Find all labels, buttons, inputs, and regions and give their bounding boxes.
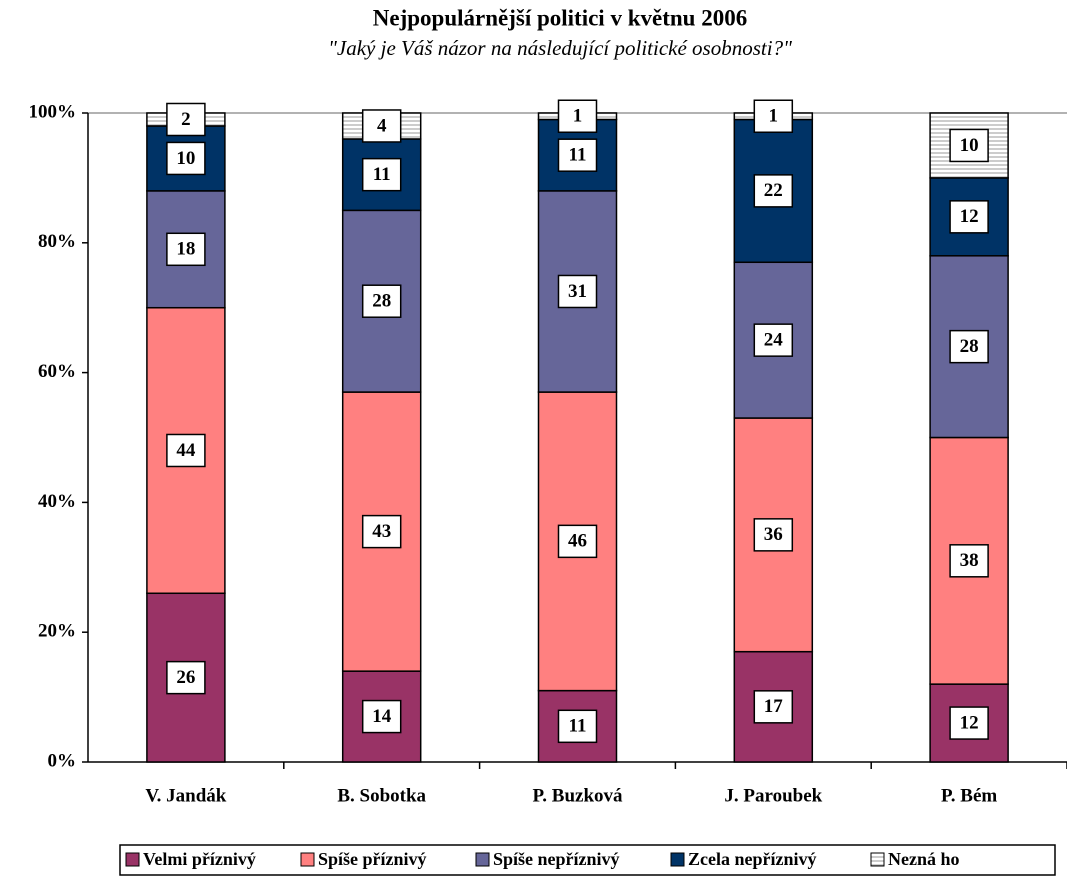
data-label-box <box>557 709 598 744</box>
data-label-box <box>949 329 989 364</box>
data-label: 24 <box>764 330 784 351</box>
data-label: 11 <box>569 145 587 166</box>
legend-swatch <box>125 852 140 867</box>
data-label: 36 <box>764 524 783 545</box>
bar-segment <box>929 112 1009 179</box>
data-label: 31 <box>568 281 587 302</box>
data-label-box <box>557 274 598 309</box>
x-tick-label: P. Bém <box>941 785 997 806</box>
data-label-box <box>949 544 989 578</box>
data-label: 44 <box>176 440 196 461</box>
legend-label: Spíše nepříznivý <box>493 849 620 869</box>
data-label: 28 <box>372 291 391 312</box>
data-label-box <box>949 706 989 740</box>
data-label: 1 <box>769 106 779 127</box>
legend-swatch <box>670 852 685 867</box>
data-label: 38 <box>960 550 979 571</box>
x-tick-label: J. Paroubek <box>724 785 822 806</box>
data-label-box <box>361 699 402 734</box>
legend-box <box>119 844 1056 876</box>
data-label: 26 <box>176 667 195 688</box>
data-label-box <box>166 660 206 695</box>
data-label-box <box>753 518 794 552</box>
data-label-box <box>949 200 989 234</box>
data-label-box <box>166 232 206 267</box>
legend-label: Zcela nepříznivý <box>688 849 817 869</box>
data-label: 11 <box>569 716 587 737</box>
legend-swatch <box>475 852 490 867</box>
y-tick-label: 20% <box>38 621 76 642</box>
data-label: 28 <box>960 336 979 357</box>
data-label-box <box>557 99 598 133</box>
legend-swatch <box>870 852 885 867</box>
bar-segment <box>341 209 422 393</box>
x-tick-label: P. Buzková <box>532 785 623 806</box>
y-tick-label: 0% <box>48 750 77 771</box>
data-label: 12 <box>960 712 979 733</box>
data-label: 46 <box>568 531 587 552</box>
data-label-box <box>753 174 794 208</box>
x-tick-label: V. Jandák <box>145 785 226 806</box>
y-tick-label: 80% <box>38 231 76 252</box>
data-label-box <box>166 433 206 468</box>
y-tick-label: 60% <box>38 361 76 382</box>
data-label-box <box>166 141 206 176</box>
data-label: 12 <box>960 206 979 227</box>
legend-label: Velmi příznivý <box>143 849 256 869</box>
chart-subtitle: "Jaký je Váš názor na následující politi… <box>328 36 792 60</box>
data-label: 1 <box>573 106 583 127</box>
legend-label: Nezná ho <box>888 849 960 869</box>
data-label: 22 <box>764 180 783 201</box>
data-label: 10 <box>960 135 979 156</box>
data-label: 2 <box>181 109 191 130</box>
data-label: 14 <box>372 706 392 727</box>
data-label-box <box>361 109 402 143</box>
legend-label: Spíše příznivý <box>318 849 427 869</box>
data-label-box <box>753 99 794 133</box>
data-label-box <box>753 323 794 357</box>
data-label-box <box>557 524 598 559</box>
data-label: 11 <box>373 164 391 185</box>
data-label: 10 <box>176 148 195 169</box>
data-label-box <box>949 128 989 163</box>
legend-swatch <box>300 852 315 867</box>
data-label: 18 <box>176 239 195 260</box>
chart-title: Nejpopulárnější politici v květnu 2006 <box>373 5 747 30</box>
data-label-box <box>557 138 598 172</box>
data-label: 43 <box>372 521 391 542</box>
y-tick-label: 100% <box>29 101 77 122</box>
data-label-box <box>361 157 402 192</box>
data-label: 4 <box>377 115 387 136</box>
data-label: 17 <box>764 696 784 717</box>
data-label-box <box>166 102 206 137</box>
data-label-box <box>361 514 402 549</box>
y-tick-label: 40% <box>38 491 76 512</box>
data-label-box <box>361 284 402 318</box>
data-label-box <box>753 690 794 724</box>
x-tick-label: B. Sobotka <box>337 785 426 806</box>
